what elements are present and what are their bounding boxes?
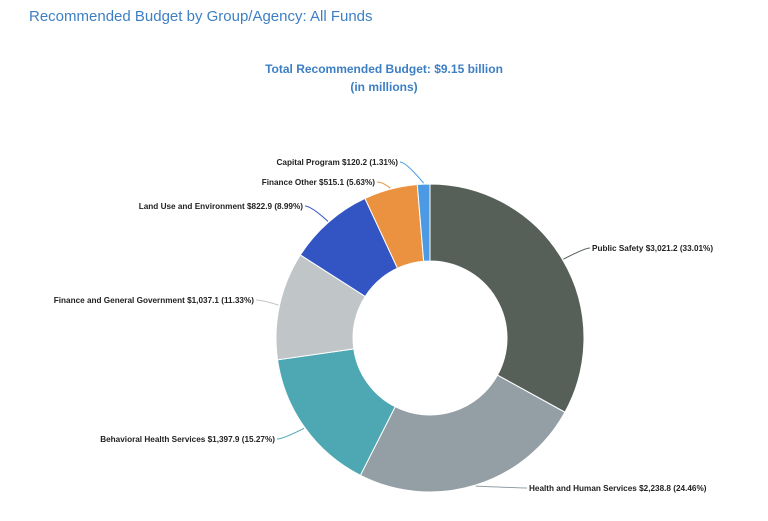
data-label-finance-other: Finance Other $515.1 (5.63%) <box>262 178 376 187</box>
data-label-capital-program: Capital Program $120.2 (1.31%) <box>276 158 398 167</box>
page-title: Recommended Budget by Group/Agency: All … <box>29 8 373 25</box>
leader-line-finance-and-general-government <box>255 299 279 306</box>
leader-line-behavioral-health-services <box>276 427 305 440</box>
slice-health-and-human-services <box>359 374 566 493</box>
chart-subtitle: Total Recommended Budget: $9.15 billion <box>265 62 503 76</box>
data-label-public-safety: Public Safety $3,021.2 (33.01%) <box>592 244 713 253</box>
leader-line-capital-program <box>399 161 424 184</box>
data-label-health-and-human-services: Health and Human Services $2,238.8 (24.4… <box>529 484 707 493</box>
slice-capital-program <box>416 183 431 262</box>
data-label-behavioral-health-services: Behavioral Health Services $1,397.9 (15.… <box>100 435 275 444</box>
leader-line-land-use-and-environment <box>304 205 329 222</box>
leader-line-health-and-human-services <box>475 485 528 489</box>
chart-units-note: (in millions) <box>350 80 418 94</box>
slice-public-safety <box>429 183 585 413</box>
data-label-finance-and-general-government: Finance and General Government $1,037.1 … <box>54 296 254 305</box>
leader-line-public-safety <box>563 247 591 260</box>
data-label-land-use-and-environment: Land Use and Environment $822.9 (8.99%) <box>139 202 304 211</box>
leader-line-finance-other <box>376 181 391 189</box>
